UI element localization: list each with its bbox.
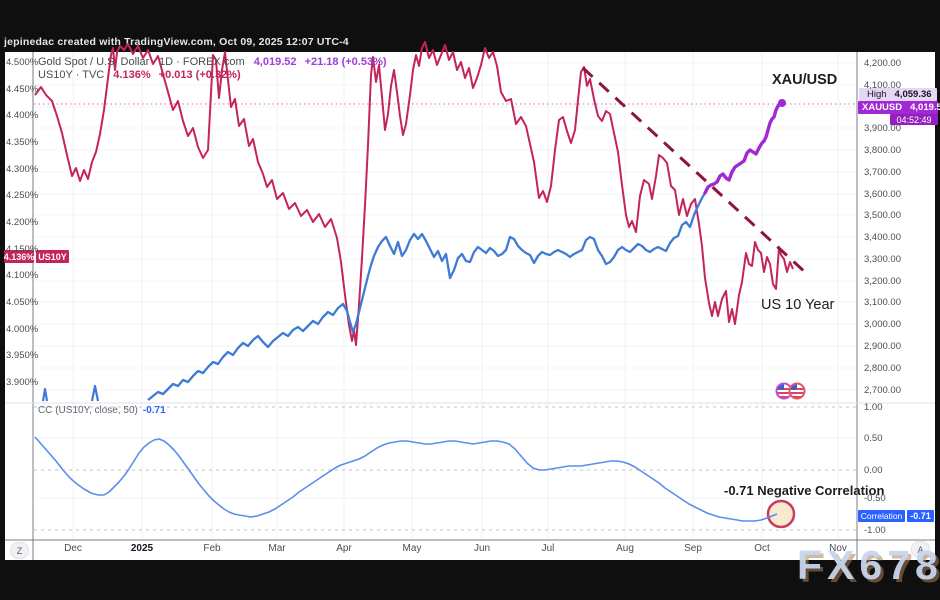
axis-tick-label: 4.350%: [6, 137, 39, 148]
axis-tick-label: 0.00: [864, 465, 883, 476]
axis-tick-label: 4.450%: [6, 84, 39, 95]
correlation-name-badge: Correlation: [858, 510, 905, 522]
xauusd-price-badge: XAUUSD 4,019.52: [858, 101, 940, 114]
cc-indicator-value: -0.71: [142, 405, 166, 416]
bar-countdown-badge: 04:52:49: [890, 114, 938, 125]
time-axis-label: Sep: [684, 543, 702, 554]
axis-tick-label: 4.400%: [6, 110, 39, 121]
time-axis-label: Jun: [473, 543, 491, 554]
time-axis-label: Mar: [268, 543, 286, 554]
axis-tick-label: 3,700.00: [864, 167, 901, 178]
axis-tick-label: 4,200.00: [864, 58, 901, 69]
us-flag-sticker-icon[interactable]: [788, 382, 806, 400]
time-axis-label: May: [402, 543, 422, 554]
gold-line: [147, 192, 706, 401]
annotation-xauusd-label[interactable]: XAU/USD: [772, 72, 838, 88]
fx678-watermark: FX678: [797, 542, 940, 588]
axis-tick-label: 3,400.00: [864, 232, 901, 243]
time-axis-label: Apr: [336, 543, 352, 554]
legend-us10y-change: +0.013 (+0.32%): [158, 69, 241, 81]
time-axis-label: Feb: [203, 543, 221, 554]
axis-tick-label: 3,200.00: [864, 276, 901, 287]
time-axis-label: Aug: [616, 543, 634, 554]
us10y-value-badge: 4.136%: [3, 250, 35, 263]
axis-tick-label: 3.900%: [6, 377, 39, 388]
gold-rally-purple: [703, 101, 784, 195]
axis-tick-label: 3,300.00: [864, 254, 901, 265]
legend-gold-change: +21.18 (+0.53%): [304, 56, 387, 68]
axis-tick-label: 3,500.00: [864, 210, 901, 221]
high-badge-value: 4,059.36: [894, 89, 932, 100]
legend-gold-value: 4,019.52: [253, 56, 297, 68]
legend-row-us10y[interactable]: US10Y · TVC 4.136% +0.013 (+0.32%): [38, 69, 241, 81]
gold-line-spike-1: [41, 387, 49, 402]
legend-us10y-symbol: US10Y · TVC: [38, 69, 105, 81]
axis-tick-label: 3,800.00: [864, 145, 901, 156]
axis-tick-label: 4.250%: [6, 190, 39, 201]
axis-tick-label: 2,800.00: [864, 363, 901, 374]
axis-tick-label: 4.150%: [6, 244, 39, 255]
time-axis-label: Dec: [64, 543, 82, 554]
axis-tick-label: 4.200%: [6, 217, 39, 228]
annotation-us10y-label[interactable]: US 10 Year: [761, 297, 835, 313]
axis-tick-label: -1.00: [864, 525, 886, 536]
cc-indicator-name: CC (US10Y, close, 50): [38, 405, 138, 416]
attribution-bar: jepinedac created with TradingView.com, …: [4, 36, 349, 48]
timezone-button[interactable]: Z: [10, 542, 29, 559]
time-axis-label: 2025: [130, 543, 154, 554]
legend-row-gold[interactable]: Gold Spot / U.S. Dollar · 1D · FOREX.com…: [38, 56, 387, 68]
axis-tick-label: 2,900.00: [864, 341, 901, 352]
axis-tick-label: 4.000%: [6, 324, 39, 335]
axis-tick-label: 4.050%: [6, 297, 39, 308]
legend-us10y-value: 4.136%: [113, 69, 151, 81]
axis-tick-label: 4.500%: [6, 57, 39, 68]
axis-tick-label: 0.50: [864, 433, 883, 444]
xauusd-badge-symbol: XAUUSD: [862, 102, 903, 113]
trendline-dashed[interactable]: [581, 66, 808, 275]
axis-tick-label: 4.100%: [6, 270, 39, 281]
gold-line-spike-2: [90, 384, 100, 402]
axis-tick-label: 3,100.00: [864, 297, 901, 308]
chart-background: [5, 52, 935, 560]
axis-tick-label: 1.00: [864, 402, 883, 413]
time-axis-label: Nov: [829, 543, 847, 554]
gold-line-end-dot: [778, 99, 786, 107]
xauusd-badge-value: 4,019.52: [910, 102, 940, 113]
axis-tick-label: 3.950%: [6, 350, 39, 361]
us10y-symbol-badge: US10Y: [36, 250, 69, 263]
correlation-value-badge: -0.71: [907, 510, 934, 522]
correlation-highlight-circle[interactable]: [766, 499, 796, 529]
legend-row-correlation-indicator[interactable]: CC (US10Y, close, 50) -0.71: [38, 405, 166, 416]
high-price-badge: High 4,059.36: [859, 88, 937, 101]
auto-scale-button[interactable]: A: [911, 541, 930, 558]
axis-tick-label: 3,000.00: [864, 319, 901, 330]
axis-tick-label: 3,900.00: [864, 123, 901, 134]
axis-tick-label: 2,700.00: [864, 385, 901, 396]
us10y-line: [34, 41, 794, 346]
axis-tick-label: 4,100.00: [864, 80, 901, 91]
axis-tick-label: -0.50: [864, 493, 886, 504]
correlation-line: [34, 436, 778, 522]
axis-tick-label: 4.300%: [6, 164, 39, 175]
annotation-negative-correlation[interactable]: -0.71 Negative Correlation: [724, 483, 885, 498]
legend-gold-symbol: Gold Spot / U.S. Dollar · 1D · FOREX.com: [38, 56, 245, 68]
time-axis-label: Oct: [754, 543, 770, 554]
high-badge-label: High: [867, 89, 887, 100]
axis-tick-label: 3,600.00: [864, 189, 901, 200]
time-axis-label: Jul: [541, 543, 555, 554]
